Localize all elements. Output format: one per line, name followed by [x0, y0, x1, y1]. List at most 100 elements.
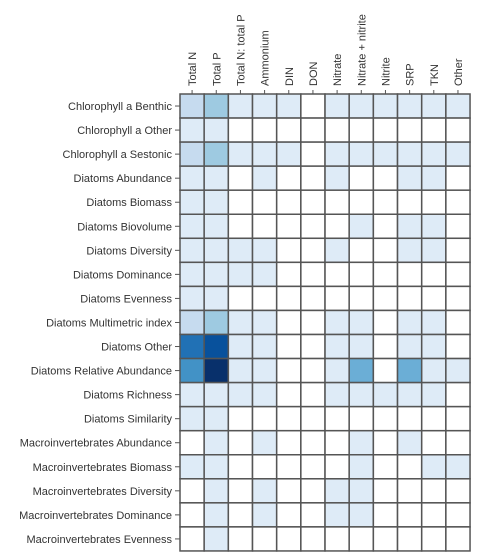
heatmap-cell: [251, 333, 278, 360]
row-label: Macroinvertebrates Evenness: [26, 534, 172, 546]
heatmap-cell: [203, 213, 230, 240]
heatmap-cell: [251, 357, 278, 384]
heatmap-cell: [251, 189, 278, 215]
heatmap-cell: [300, 429, 326, 456]
heatmap-cell: [275, 141, 302, 167]
heatmap-cell: [203, 333, 230, 360]
heatmap-cell: [348, 93, 375, 119]
heatmap-cell: [396, 454, 423, 480]
heatmap-cell: [396, 357, 423, 384]
heatmap-cell: [300, 526, 326, 552]
heatmap-cell: [275, 429, 302, 456]
heatmap-cell: [275, 189, 302, 215]
heatmap-cell: [445, 93, 471, 119]
heatmap-cell: [324, 405, 350, 432]
heatmap-cell: [324, 526, 350, 552]
heatmap-cell: [300, 478, 326, 504]
heatmap-cell: [348, 478, 375, 504]
heatmap-cell: [372, 478, 399, 504]
heatmap-cell: [324, 117, 350, 143]
column-label: SRP: [405, 63, 417, 86]
heatmap-cell: [348, 429, 375, 456]
heatmap-cell: [372, 189, 399, 215]
heatmap-cell: [300, 117, 326, 143]
heatmap-cell: [348, 357, 375, 384]
heatmap-cell: [420, 93, 447, 119]
heatmap-cell: [227, 478, 254, 504]
heatmap-cell: [203, 429, 230, 456]
heatmap-cell: [227, 237, 254, 264]
heatmap-cell: [396, 502, 423, 528]
heatmap-cell: [445, 189, 471, 215]
row-label: Chlorophyll a Sestonic: [63, 149, 173, 161]
heatmap-cell: [179, 189, 205, 215]
column-label: Total P: [211, 52, 223, 86]
heatmap-cell: [300, 357, 326, 384]
heatmap-cell: [348, 237, 375, 264]
heatmap-cell: [227, 309, 254, 336]
heatmap-cell: [227, 93, 254, 119]
row-label: Diatoms Richness: [83, 390, 172, 402]
heatmap-cell: [420, 454, 447, 480]
heatmap-cell: [179, 261, 205, 288]
heatmap-cell: [324, 213, 350, 240]
heatmap-cell: [300, 141, 326, 167]
heatmap-cell: [372, 405, 399, 432]
heatmap-cell: [203, 189, 230, 215]
column-label: Nitrite: [380, 57, 392, 86]
heatmap-cell: [324, 454, 350, 480]
column-label: Ammonium: [260, 30, 272, 86]
heatmap-cell: [275, 502, 302, 528]
row-label: Macroinvertebrates Abundance: [20, 438, 172, 450]
column-label: TKN: [429, 64, 441, 86]
heatmap-cell: [348, 189, 375, 215]
heatmap-cell: [445, 117, 471, 143]
heatmap-cell: [420, 261, 447, 288]
heatmap-cell: [348, 454, 375, 480]
heatmap-cell: [179, 478, 205, 504]
heatmap-cell: [396, 141, 423, 167]
heatmap-cell: [300, 309, 326, 336]
heatmap-cell: [445, 502, 471, 528]
heatmap-cell: [372, 165, 399, 191]
heatmap-cell: [348, 261, 375, 288]
heatmap-cell: [275, 93, 302, 119]
heatmap-cell: [396, 165, 423, 191]
heatmap-cell: [203, 454, 230, 480]
heatmap-cell: [324, 357, 350, 384]
heatmap-cell: [396, 309, 423, 336]
heatmap-cell: [372, 93, 399, 119]
column-labels: Total N Total P Total N: total P Ammonium DI…: [187, 14, 465, 86]
heatmap-cell: [179, 309, 205, 336]
row-label: Diatoms Multimetric index: [46, 317, 172, 329]
heatmap-cell: [179, 381, 205, 408]
heatmap-cell: [445, 141, 471, 167]
row-label: Macroinvertebrates Dominance: [19, 510, 172, 522]
heatmap-cell: [227, 141, 254, 167]
heatmap-cell: [275, 381, 302, 408]
column-label: Other: [453, 58, 465, 86]
heatmap-cell: [445, 357, 471, 384]
heatmap-cell: [445, 333, 471, 360]
heatmap-cell: [348, 165, 375, 191]
heatmap-cell: [445, 261, 471, 288]
heatmap-cell: [420, 405, 447, 432]
heatmap-cell: [372, 213, 399, 240]
heatmap-cell: [251, 381, 278, 408]
heatmap-cell: [420, 526, 447, 552]
row-label: Diatoms Biovolume: [77, 221, 172, 233]
heatmap-cell: [179, 333, 205, 360]
heatmap-cell: [203, 93, 230, 119]
heatmap-cell: [227, 357, 254, 384]
heatmap-cell: [372, 309, 399, 336]
heatmap-cell: [324, 309, 350, 336]
heatmap-cell: [300, 93, 326, 119]
row-label: Diatoms Relative Abundance: [31, 366, 172, 378]
row-label: Macroinvertebrates Biomass: [33, 462, 173, 474]
heatmap-cell: [179, 117, 205, 143]
heatmap-cell: [420, 309, 447, 336]
heatmap-cell: [372, 261, 399, 288]
heatmap-cell: [372, 429, 399, 456]
heatmap-cell: [396, 381, 423, 408]
heatmap-cells: [179, 93, 471, 552]
